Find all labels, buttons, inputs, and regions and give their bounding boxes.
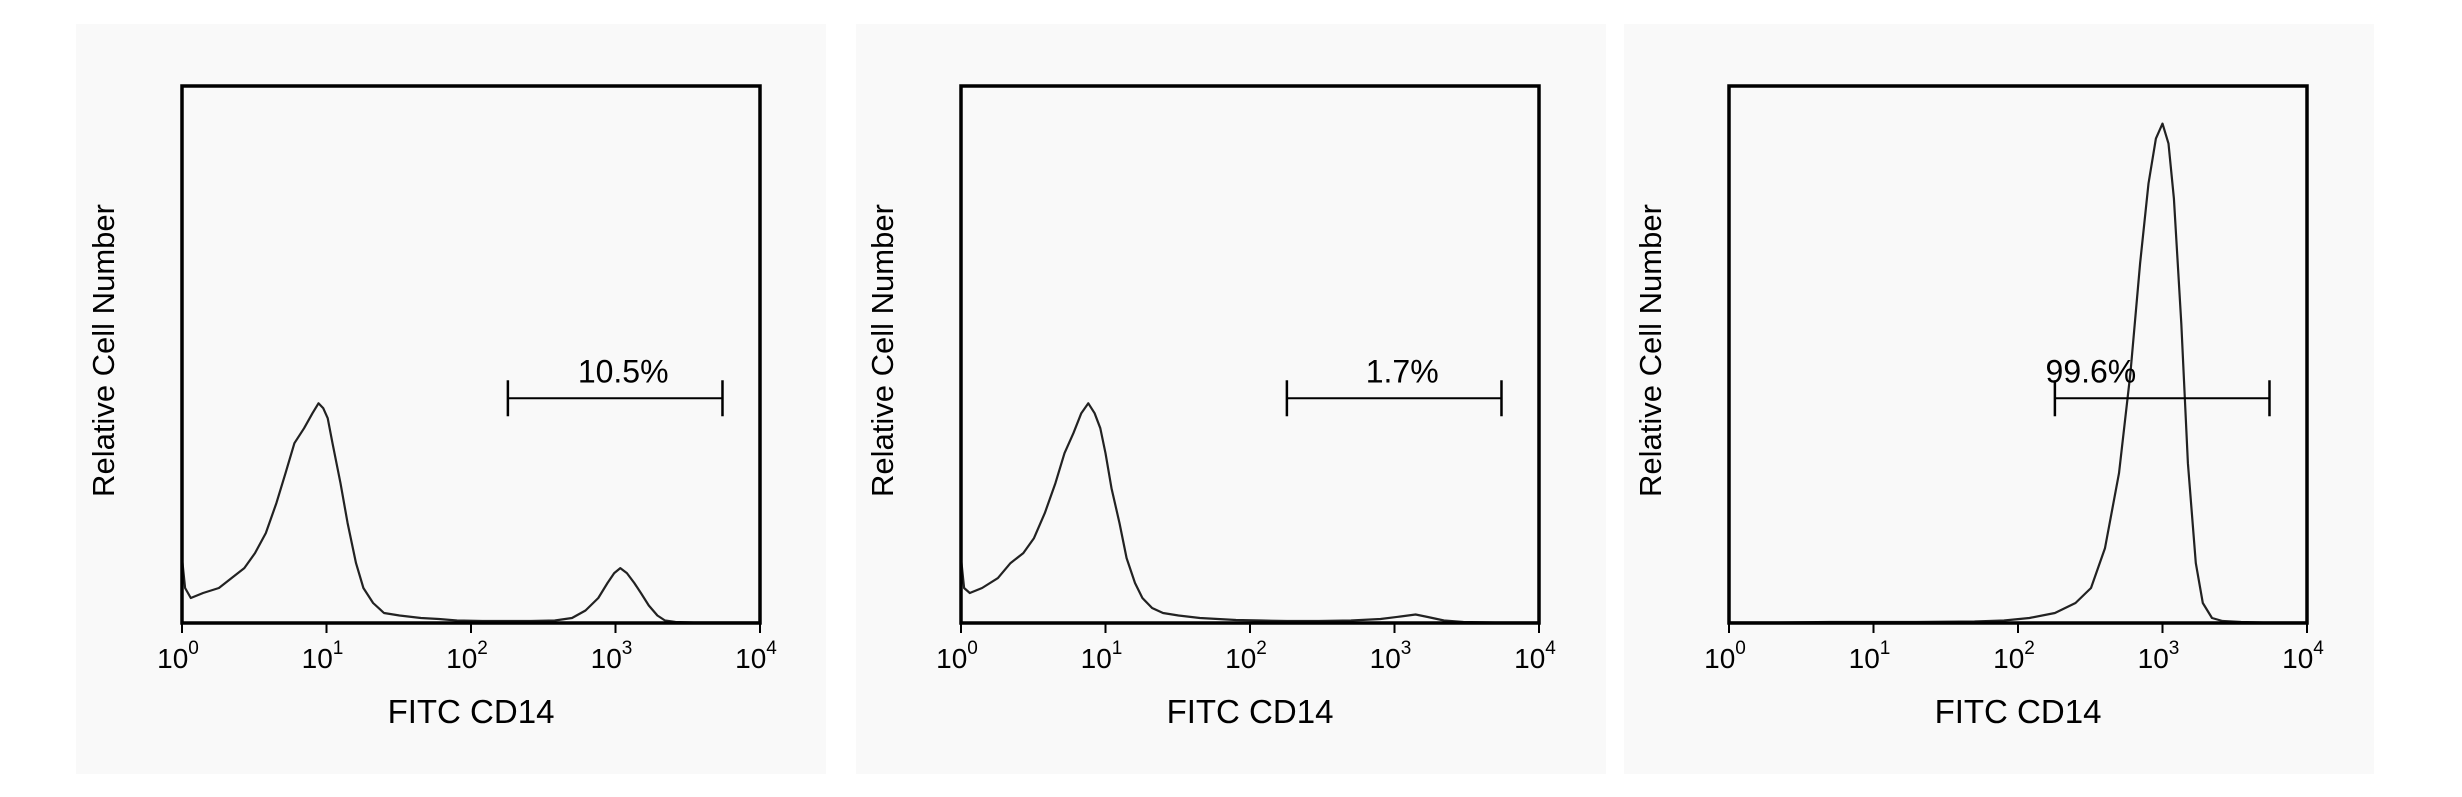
- x-tick-label: 101: [1081, 638, 1123, 674]
- x-axis-label: FITC CD14: [1935, 693, 2102, 730]
- x-axis-label: FITC CD14: [388, 693, 555, 730]
- y-axis-label: Relative Cell Number: [86, 204, 121, 497]
- chart-2: 100 101 102 103 104 FITC CD14 Relative Cell Nu…: [865, 84, 1556, 730]
- x-tick-label: 103: [591, 638, 633, 674]
- gate-percentage-label: 1.7%: [1366, 353, 1439, 389]
- histogram-line: [180, 402, 760, 624]
- gate-percentage-label: 10.5%: [578, 353, 669, 389]
- x-tick-label: 101: [1849, 638, 1891, 674]
- x-axis-label: FITC CD14: [1167, 693, 1334, 730]
- chart-1: 100 101 102 103 104 FITC CD14 Relative Cell Nu…: [86, 84, 777, 730]
- histogram-line: [959, 402, 1539, 624]
- x-tick-label: 103: [1370, 638, 1412, 674]
- plot-frame: [180, 84, 762, 625]
- plot-frame: [1727, 84, 2309, 625]
- y-axis-label: Relative Cell Number: [865, 204, 900, 497]
- x-tick-label: 103: [2138, 638, 2180, 674]
- y-axis-label: Relative Cell Number: [1633, 204, 1668, 497]
- x-tick-label: 100: [1704, 638, 1746, 674]
- x-tick-label: 102: [1993, 638, 2035, 674]
- gate-percentage-label: 99.6%: [2046, 353, 2137, 389]
- chart-3: 100 101 102 103 104 FITC CD14 Relative Cell Nu…: [1633, 84, 2324, 730]
- x-tick-label: 101: [302, 638, 344, 674]
- x-tick-label: 102: [446, 638, 488, 674]
- plot-frame: [959, 84, 1541, 625]
- x-tick-label: 100: [936, 638, 978, 674]
- histogram-line: [1729, 122, 2307, 624]
- x-tick-label: 102: [1225, 638, 1267, 674]
- x-tick-label: 104: [1514, 638, 1556, 674]
- x-tick-label: 100: [157, 638, 199, 674]
- x-tick-label: 104: [2282, 638, 2324, 674]
- x-tick-label: 104: [735, 638, 777, 674]
